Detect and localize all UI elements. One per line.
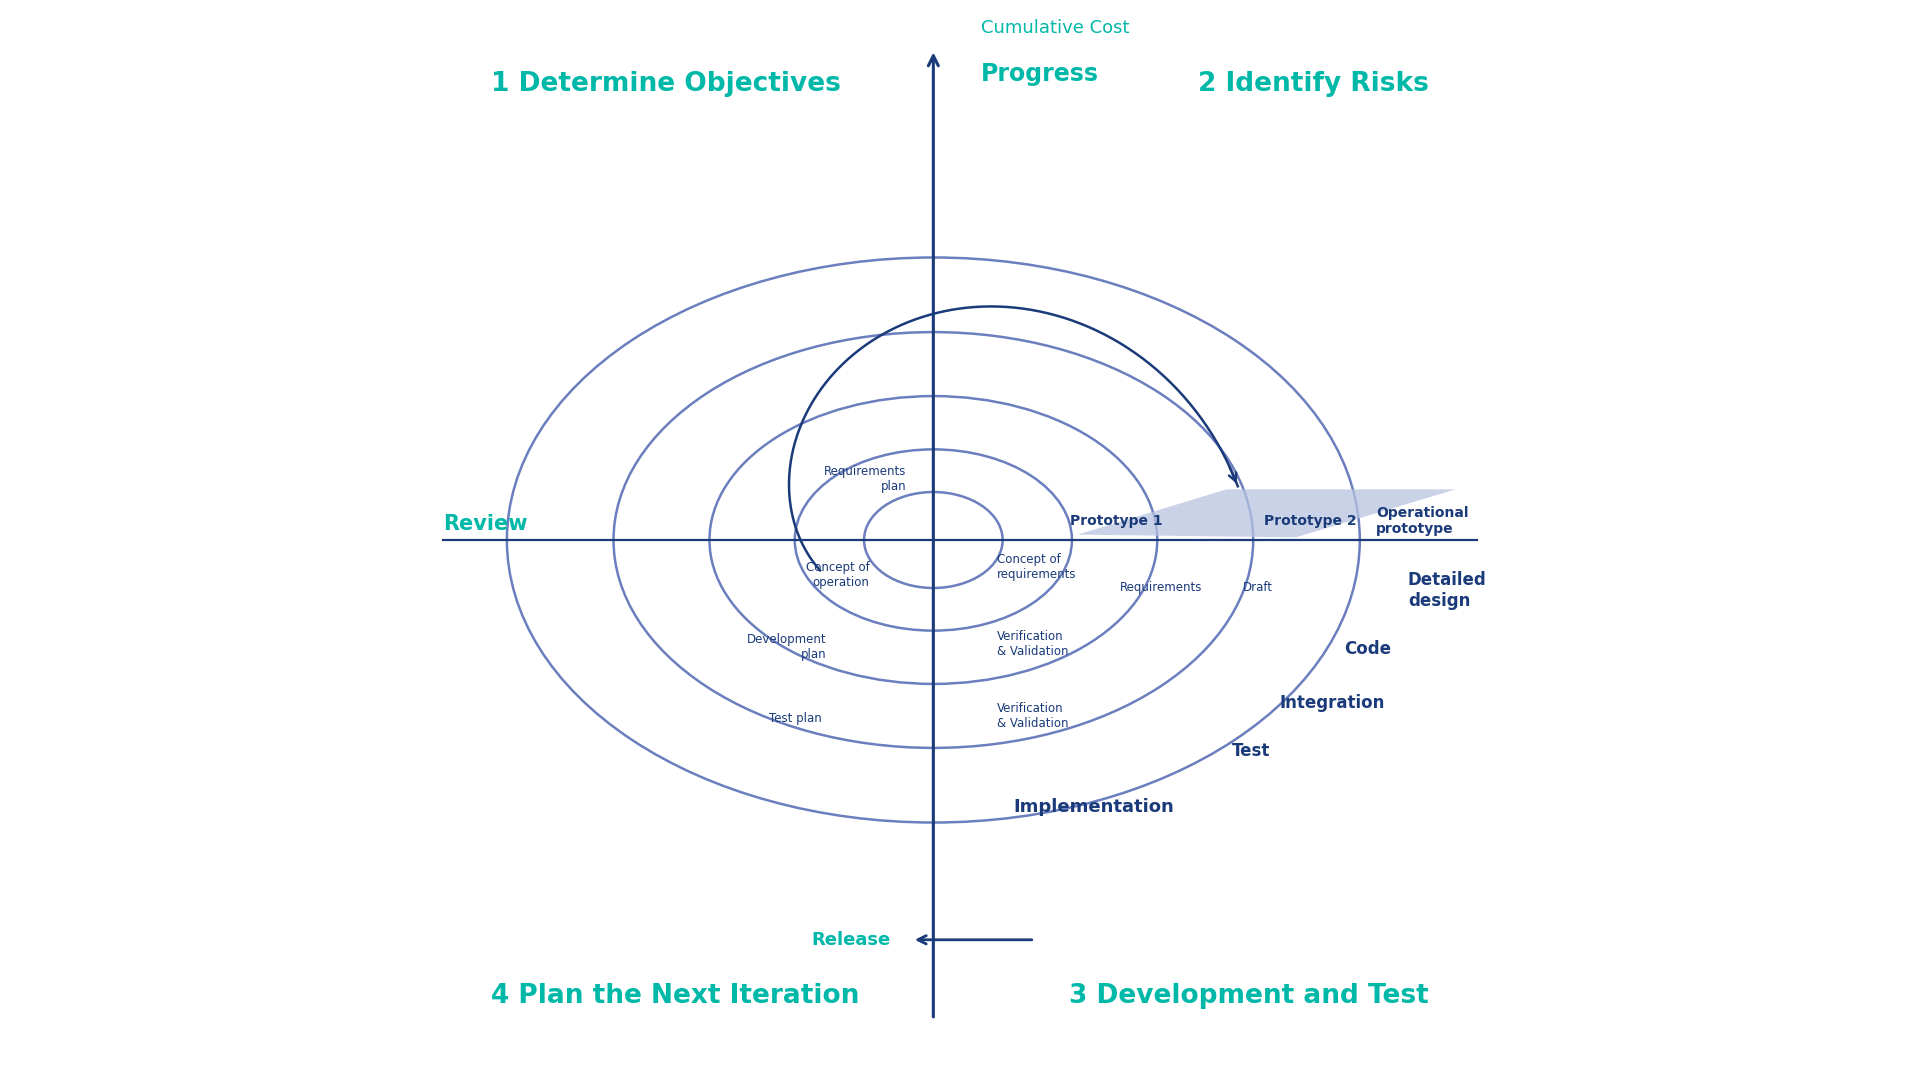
Text: 2 Identify Risks: 2 Identify Risks xyxy=(1198,71,1428,97)
Text: Requirements
plan: Requirements plan xyxy=(824,464,906,492)
Text: Requirements: Requirements xyxy=(1119,581,1202,594)
Text: 4 Plan the Next Iteration: 4 Plan the Next Iteration xyxy=(492,983,860,1009)
Text: Release: Release xyxy=(812,931,891,949)
Text: Verification
& Validation: Verification & Validation xyxy=(996,702,1069,730)
Text: 1 Determine Objectives: 1 Determine Objectives xyxy=(492,71,841,97)
Text: Prototype 1: Prototype 1 xyxy=(1069,514,1164,528)
Text: Implementation: Implementation xyxy=(1014,797,1173,815)
Text: Review: Review xyxy=(444,514,528,534)
Text: Operational
prototype: Operational prototype xyxy=(1377,507,1469,537)
Polygon shape xyxy=(1077,489,1455,538)
Text: Detailed
design: Detailed design xyxy=(1407,571,1486,610)
Text: Progress: Progress xyxy=(981,62,1100,85)
Text: 3 Development and Test: 3 Development and Test xyxy=(1069,983,1428,1009)
Text: Test plan: Test plan xyxy=(768,712,822,725)
Text: Prototype 2: Prototype 2 xyxy=(1263,514,1356,528)
Text: Cumulative Cost: Cumulative Cost xyxy=(981,19,1129,38)
Text: Draft: Draft xyxy=(1242,581,1273,594)
Text: Integration: Integration xyxy=(1281,693,1384,712)
Text: Test: Test xyxy=(1233,742,1271,759)
Text: Concept of
operation: Concept of operation xyxy=(806,561,870,589)
Text: Verification
& Validation: Verification & Validation xyxy=(996,630,1069,658)
Text: Development
plan: Development plan xyxy=(747,633,828,661)
Text: Code: Code xyxy=(1344,640,1390,659)
Text: Concept of
requirements: Concept of requirements xyxy=(996,553,1077,581)
